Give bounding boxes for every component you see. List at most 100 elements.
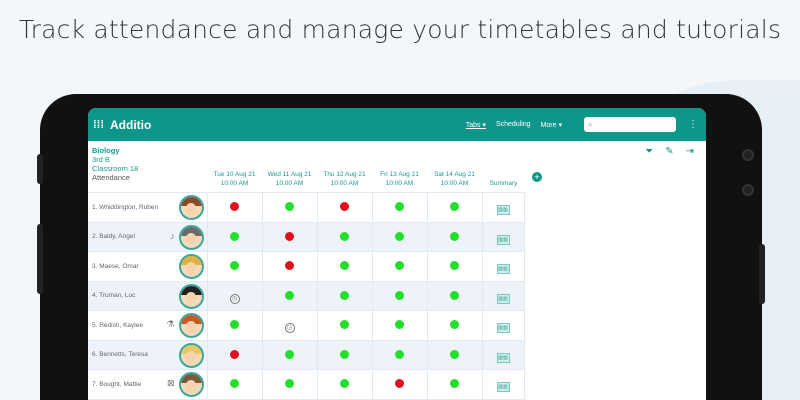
attendance-cell[interactable]	[206, 251, 263, 282]
attendance-cell[interactable]	[426, 192, 483, 223]
column-header[interactable]: Tue 10 Aug 21 10:00 AM	[207, 170, 262, 188]
student-note-icon: ⚗	[166, 319, 175, 329]
attendance-cell[interactable]	[371, 221, 428, 252]
class-info: Biology 3rd B Classroom 18 Attendance	[92, 146, 138, 182]
attendance-cell[interactable]	[261, 369, 318, 400]
column-header[interactable]: Sat 14 Aug 21 10:00 AM	[427, 170, 482, 188]
search-input[interactable]: ⌕	[584, 117, 676, 132]
phone-button	[37, 224, 43, 294]
attendance-cell[interactable]	[206, 339, 263, 370]
attendance-cell[interactable]	[371, 369, 428, 400]
app-bar: ⁞⁞⁞ Additio Tabs ▾ Scheduling More ▾ ⌕ ⋮	[88, 108, 706, 141]
app-title: Additio	[110, 117, 152, 132]
attendance-cell[interactable]	[316, 251, 373, 282]
attendance-cell[interactable]	[371, 339, 428, 370]
attendance-cell[interactable]	[261, 280, 318, 311]
present-dot-icon	[230, 320, 239, 330]
absent-dot-icon	[230, 349, 239, 359]
summary-cell[interactable]: ▥▥	[481, 221, 525, 252]
attendance-cell[interactable]	[206, 192, 263, 223]
present-dot-icon	[395, 320, 404, 330]
column-header[interactable]: Thu 12 Aug 21 10:00 AM	[317, 170, 372, 188]
avatar	[178, 342, 204, 368]
absent-dot-icon	[285, 261, 294, 271]
attendance-cell[interactable]	[426, 369, 483, 400]
pencil-icon[interactable]: ✎	[665, 146, 674, 157]
attendance-cell[interactable]	[261, 192, 318, 223]
student-cell[interactable]: 2. Baldy, Angel ♪	[88, 221, 208, 252]
search-icon: ⌕	[588, 120, 593, 129]
attendance-cell[interactable]	[371, 280, 428, 311]
column-header[interactable]: Wed 11 Aug 21 10:00 AM	[262, 170, 317, 188]
collapse-right-icon[interactable]: ⇥	[685, 146, 694, 157]
column-header[interactable]: Fri 13 Aug 21 10:00 AM	[372, 170, 427, 188]
summary-cell[interactable]: ▥▥	[481, 192, 525, 223]
column-date: Tue 10 Aug 21	[213, 171, 256, 178]
tabs-menu[interactable]: Tabs ▾	[465, 121, 486, 129]
more-menu[interactable]: More ▾	[540, 121, 562, 129]
attendance-cell[interactable]	[371, 251, 428, 282]
student-cell[interactable]: 1. Whiddington, Ruben	[88, 192, 208, 223]
attendance-cell[interactable]	[371, 192, 428, 223]
summary-chart-icon: ▥▥	[496, 234, 510, 245]
attendance-cell[interactable]	[426, 339, 483, 370]
attendance-cell[interactable]	[316, 339, 373, 370]
student-name: 2. Baldy, Angel	[92, 233, 135, 241]
attendance-cell[interactable]	[426, 251, 483, 282]
attendance-table: 1. Whiddington, Ruben ▥▥ 2. Baldy, Angel ♪ ▥…	[88, 192, 525, 400]
present-dot-icon	[395, 261, 404, 271]
attendance-cell[interactable]: ◷	[206, 280, 263, 311]
summary-cell[interactable]: ▥▥	[481, 369, 525, 400]
attendance-cell[interactable]	[316, 369, 373, 400]
attendance-cell[interactable]	[316, 280, 373, 311]
present-dot-icon	[395, 290, 404, 300]
attendance-cell[interactable]	[426, 280, 483, 311]
present-dot-icon	[450, 261, 459, 271]
student-cell[interactable]: 3. Maese, Omar	[88, 251, 208, 282]
present-dot-icon	[450, 231, 459, 241]
student-cell[interactable]: 6. Bennetts, Teresa	[88, 339, 208, 370]
student-name: 1. Whiddington, Ruben	[92, 203, 159, 211]
scheduling-link[interactable]: Scheduling	[495, 121, 531, 128]
attendance-cell[interactable]	[206, 310, 263, 341]
present-dot-icon	[285, 290, 294, 300]
menu-grid-icon[interactable]: ⁞⁞⁞	[93, 118, 104, 131]
attendance-cell[interactable]	[426, 221, 483, 252]
student-name: 5. Redish, Kaylee	[92, 321, 143, 329]
summary-cell[interactable]: ▥▥	[481, 280, 525, 311]
student-cell[interactable]: 4. Truman, Luc	[88, 280, 208, 311]
attendance-cell[interactable]	[426, 310, 483, 341]
absent-dot-icon	[395, 379, 404, 389]
column-time: 10:00 AM	[385, 180, 414, 187]
avatar	[178, 283, 204, 309]
attendance-cell[interactable]	[316, 310, 373, 341]
add-session-button[interactable]: +	[532, 172, 542, 182]
attendance-cell[interactable]	[261, 339, 318, 370]
attendance-cell[interactable]	[316, 192, 373, 223]
summary-cell[interactable]: ▥▥	[481, 251, 525, 282]
summary-cell[interactable]: ▥▥	[481, 339, 525, 370]
attendance-cell[interactable]	[261, 221, 318, 252]
present-dot-icon	[230, 261, 239, 271]
student-name: 6. Bennetts, Teresa	[92, 351, 148, 359]
attendance-cell[interactable]	[261, 251, 318, 282]
attendance-cell[interactable]	[371, 310, 428, 341]
student-cell[interactable]: 5. Redish, Kaylee ⚗	[88, 310, 208, 341]
present-dot-icon	[450, 349, 459, 359]
attendance-cell[interactable]	[206, 221, 263, 252]
attendance-cell[interactable]	[316, 221, 373, 252]
filter-icon[interactable]: ⏷	[645, 146, 654, 157]
attendance-cell[interactable]: ◶	[261, 310, 318, 341]
column-time: 10:00 AM	[330, 180, 359, 187]
summary-chart-icon: ▥▥	[496, 382, 510, 393]
late-clock-icon: ◷	[229, 293, 240, 304]
avatar	[178, 313, 204, 338]
student-cell[interactable]: 7. Bought, Mattie ⊠	[88, 369, 208, 400]
summary-cell[interactable]: ▥▥	[481, 310, 525, 341]
attendance-cell[interactable]	[206, 369, 263, 400]
more-options-icon[interactable]: ⋮	[688, 119, 698, 130]
present-dot-icon	[230, 379, 239, 389]
phone-button	[37, 154, 43, 184]
group: 3rd B	[92, 155, 110, 164]
column-date: Thu 12 Aug 21	[323, 171, 366, 178]
